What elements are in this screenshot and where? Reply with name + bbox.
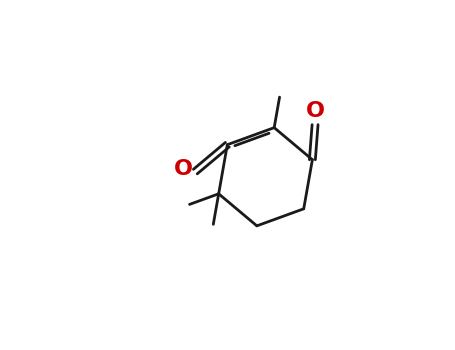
Text: O: O (306, 101, 324, 121)
Text: O: O (174, 159, 193, 179)
